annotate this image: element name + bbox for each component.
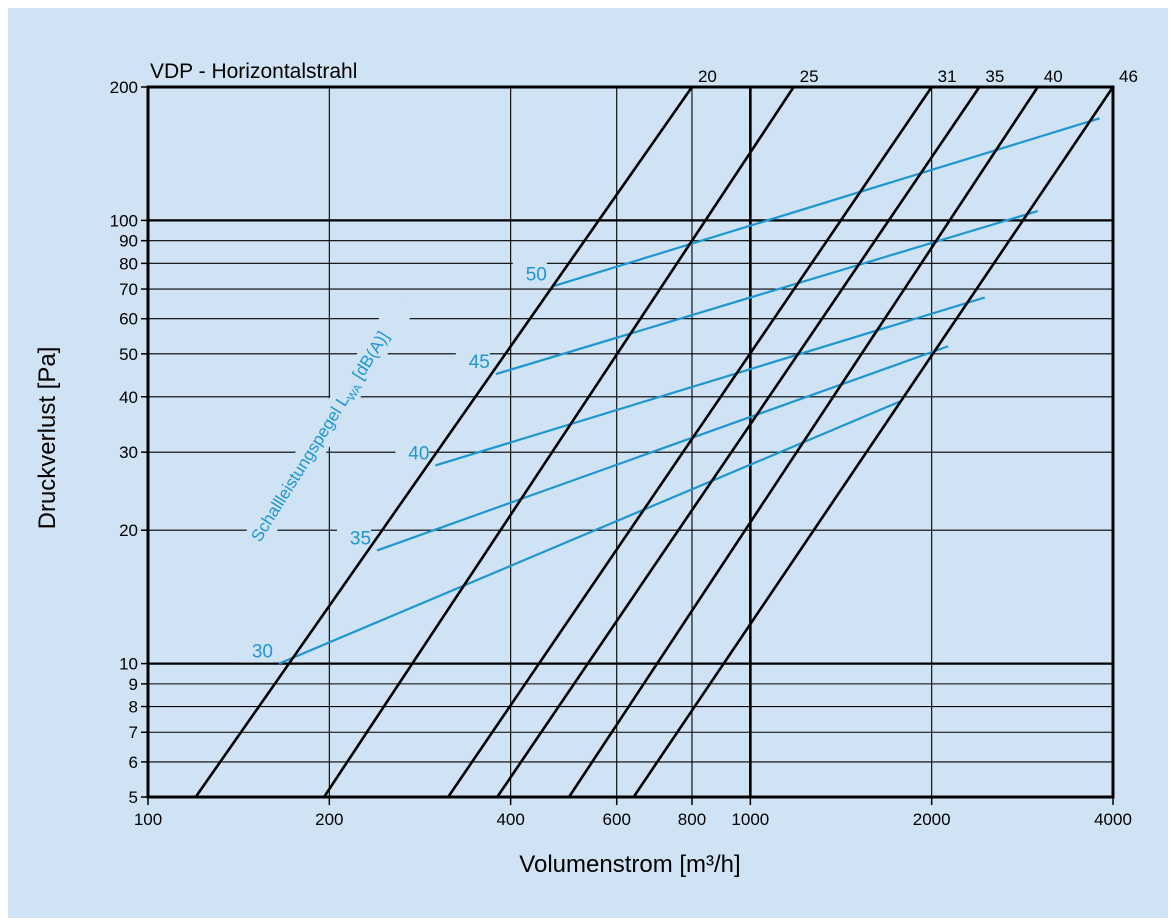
x-tick-label: 100 bbox=[134, 810, 162, 829]
y-tick-label: 200 bbox=[110, 78, 138, 97]
y-tick-label: 6 bbox=[129, 753, 138, 772]
y-tick-label: 40 bbox=[119, 388, 138, 407]
chart: 5 6 7 8 910 20 30 40 50 60 70 80 90 100 200 100 200 400 60… bbox=[34, 60, 1138, 878]
chart-panel: 5 6 7 8 9 10 20 30 40 50 60 70 80 90 100 200 100 200 400 60… bbox=[8, 8, 1168, 918]
y-tick-label: 70 bbox=[119, 280, 138, 299]
x-tick-label: 200 bbox=[315, 810, 343, 829]
sound-power-line-40 bbox=[435, 296, 986, 467]
size-line-40 bbox=[567, 86, 1039, 798]
size-line-label: 20 bbox=[698, 67, 717, 86]
sound-power-line-50 bbox=[552, 117, 1100, 288]
sound-power-value-label: 30 bbox=[252, 642, 273, 663]
y-tick-label: 100 bbox=[110, 211, 138, 230]
x-tick-label: 1000 bbox=[731, 810, 769, 829]
sound-power-value-background bbox=[455, 349, 490, 374]
x-tick-label: 600 bbox=[603, 810, 631, 829]
size-line-31 bbox=[447, 86, 933, 798]
x-axis-label: Volumenstrom [m³/h] bbox=[519, 851, 740, 878]
x-tick-label: 800 bbox=[678, 810, 706, 829]
sound-power-value-background bbox=[239, 638, 274, 663]
sound-power-value-label: 45 bbox=[469, 352, 490, 373]
y-tick-label: 20 bbox=[119, 521, 138, 540]
y-tick-label: 10 bbox=[119, 655, 138, 674]
x-tick-label: 400 bbox=[496, 810, 524, 829]
size-line-label: 40 bbox=[1044, 67, 1063, 86]
sound-power-value-label: 50 bbox=[526, 264, 547, 285]
y-tick-label: 50 bbox=[119, 345, 138, 364]
y-tick-label: 7 bbox=[129, 723, 138, 742]
x-tick-label: 2000 bbox=[913, 810, 951, 829]
y-axis-label: Druckverlust [Pa] bbox=[34, 347, 61, 530]
plot-frame bbox=[146, 85, 1115, 799]
size-line-25 bbox=[322, 86, 795, 798]
y-tick-label: 8 bbox=[129, 698, 138, 717]
sound-power-value-background bbox=[512, 261, 547, 286]
sound-power-label-background-rect bbox=[242, 294, 417, 551]
sound-power-line-45 bbox=[495, 209, 1039, 376]
size-line-label: 35 bbox=[985, 67, 1004, 86]
sound-power-line-30 bbox=[278, 400, 901, 665]
y-tick-label: 30 bbox=[119, 443, 138, 462]
sound-power-label-background bbox=[242, 294, 417, 551]
y-tick-label: 60 bbox=[119, 310, 138, 329]
sound-power-value-background bbox=[395, 440, 430, 465]
size-line-46 bbox=[632, 86, 1115, 798]
y-tick-label: 90 bbox=[119, 232, 138, 251]
x-tick-label: 4000 bbox=[1094, 810, 1132, 829]
sound-power-line-35 bbox=[376, 345, 949, 552]
sound-power-value-background bbox=[337, 525, 372, 550]
size-line-label: 31 bbox=[938, 67, 957, 86]
chart-title: VDP - Horizontalstrahl bbox=[150, 60, 357, 83]
size-line-35 bbox=[496, 86, 981, 798]
y-tick-label: 5 bbox=[129, 788, 138, 807]
size-line-20 bbox=[194, 86, 694, 798]
sound-power-value-label: 35 bbox=[350, 528, 371, 549]
y-tick-label: 80 bbox=[119, 254, 138, 273]
sound-power-value-label: 40 bbox=[408, 443, 429, 464]
size-line-label: 46 bbox=[1119, 67, 1138, 86]
size-line-label: 25 bbox=[800, 67, 819, 86]
y-tick-label: 9 bbox=[129, 675, 138, 694]
